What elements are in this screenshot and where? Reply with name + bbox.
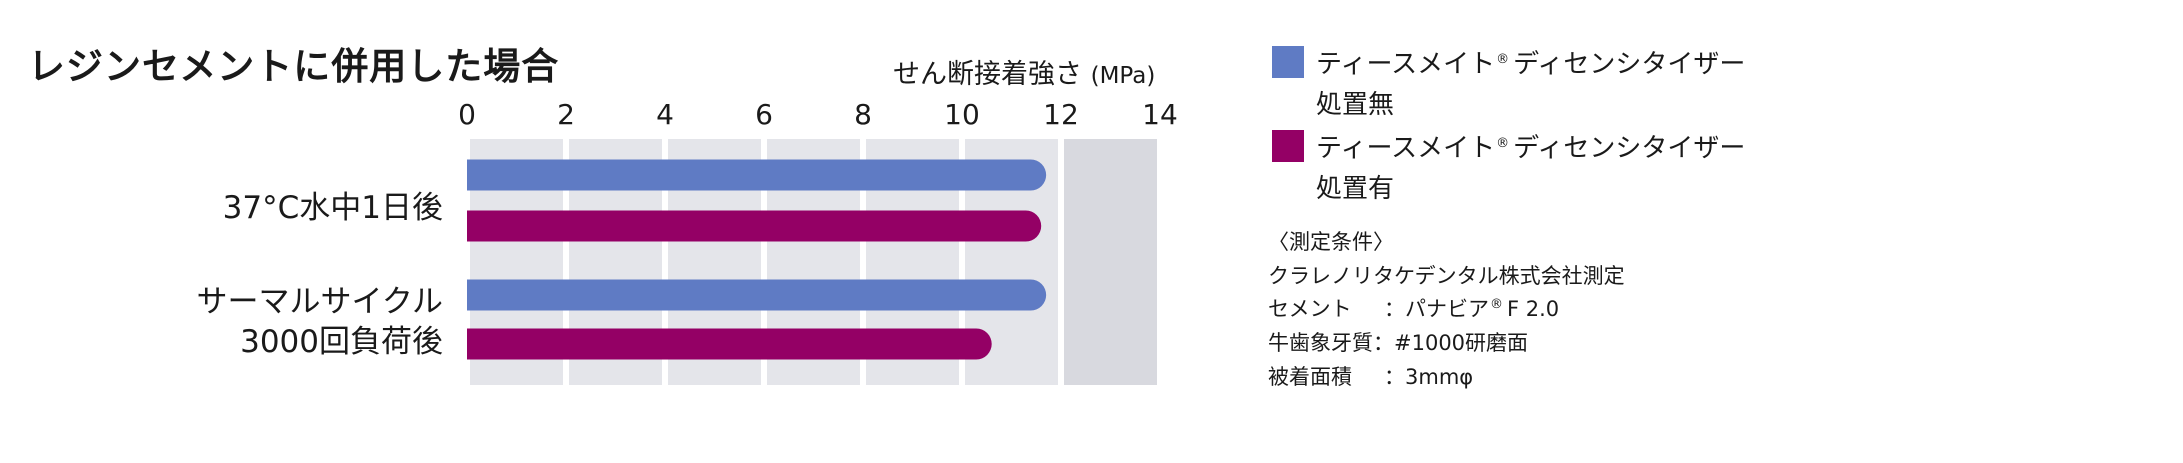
x-tick-label: 0: [458, 98, 476, 131]
x-tick-label: 12: [1043, 98, 1079, 131]
condition-sep: ：: [1373, 331, 1394, 355]
legend-swatch-untreated: [1272, 46, 1304, 78]
bar-base: [467, 279, 498, 311]
x-tick-label: 10: [944, 98, 980, 131]
grid-band: [1064, 139, 1157, 385]
bar: [467, 328, 992, 360]
legend-entry-treated: ティースメイト® ディセンシタイザー 処置有: [1316, 124, 1745, 209]
legend-untreated-line1: ティースメイト® ディセンシタイザー: [1316, 40, 1745, 85]
x-tick-label: 2: [557, 98, 575, 131]
bar-base: [467, 328, 498, 360]
legend-treated-line1: ティースメイト® ディセンシタイザー: [1316, 124, 1745, 169]
chart-title: レジンセメントに併用した場合: [28, 45, 560, 88]
x-tick-label: 8: [854, 98, 872, 131]
condition-area-value: 3mmφ: [1405, 365, 1474, 389]
condition-cement-key: セメント: [1268, 297, 1352, 321]
category-label-1: 37°C水中1日後: [223, 188, 443, 228]
condition-dentin-value: #1000研磨面: [1394, 331, 1529, 355]
legend-untreated-product: ディセンシタイザー: [1513, 49, 1746, 80]
axis-unit-paren: (MPa): [1090, 63, 1156, 89]
legend-untreated-line2: 処置無: [1316, 89, 1395, 120]
legend-treated-brand: ティースメイト: [1316, 133, 1496, 164]
category-label-2-line1: サーマルサイクル: [196, 284, 443, 320]
axis-unit-label: せん断接着強さ (MPa): [893, 52, 1155, 91]
legend-untreated-brand: ティースメイト: [1316, 49, 1496, 80]
conditions-heading: 〈測定条件〉: [1268, 230, 1394, 254]
condition-area-key: 被着面積: [1268, 365, 1352, 389]
bar: [467, 210, 1042, 242]
x-tick-label: 4: [656, 98, 674, 131]
registered-mark: ®: [1496, 136, 1510, 151]
condition-cement-value2: F 2.0: [1507, 297, 1560, 321]
category-label-1-line1: 37°C水中1日後: [222, 190, 443, 226]
bar-base: [467, 210, 498, 242]
condition-dentin: 牛歯象牙質：#1000研磨面: [1268, 327, 1528, 357]
legend-treated-product: ディセンシタイザー: [1513, 133, 1746, 164]
condition-sep: ：: [1384, 297, 1405, 321]
x-tick-label: 6: [755, 98, 773, 131]
category-label-2: サーマルサイクル 3000回負荷後: [197, 282, 443, 362]
condition-cement-value: パナビア: [1405, 297, 1489, 321]
legend-treated-line2: 処置有: [1316, 173, 1395, 204]
legend-entry-untreated: ティースメイト® ディセンシタイザー 処置無: [1316, 40, 1745, 125]
condition-cement: セメント ：パナビア® F 2.0: [1268, 293, 1559, 323]
legend-swatch-treated: [1272, 130, 1304, 162]
conditions-lab: クラレノリタケデンタル株式会社測定: [1268, 264, 1625, 288]
condition-area: 被着面積 ：3mmφ: [1268, 361, 1473, 391]
bar: [467, 159, 1047, 191]
category-label-2-line2: 3000回負荷後: [240, 324, 443, 360]
condition-sep: ：: [1384, 365, 1405, 389]
bar: [467, 279, 1047, 311]
bar-base: [467, 159, 498, 191]
condition-dentin-key: 牛歯象牙質: [1268, 331, 1373, 355]
registered-mark: ®: [1490, 297, 1503, 312]
axis-unit-text: せん断接着強さ: [893, 59, 1082, 90]
x-tick-label: 14: [1142, 98, 1178, 131]
registered-mark: ®: [1496, 52, 1510, 67]
